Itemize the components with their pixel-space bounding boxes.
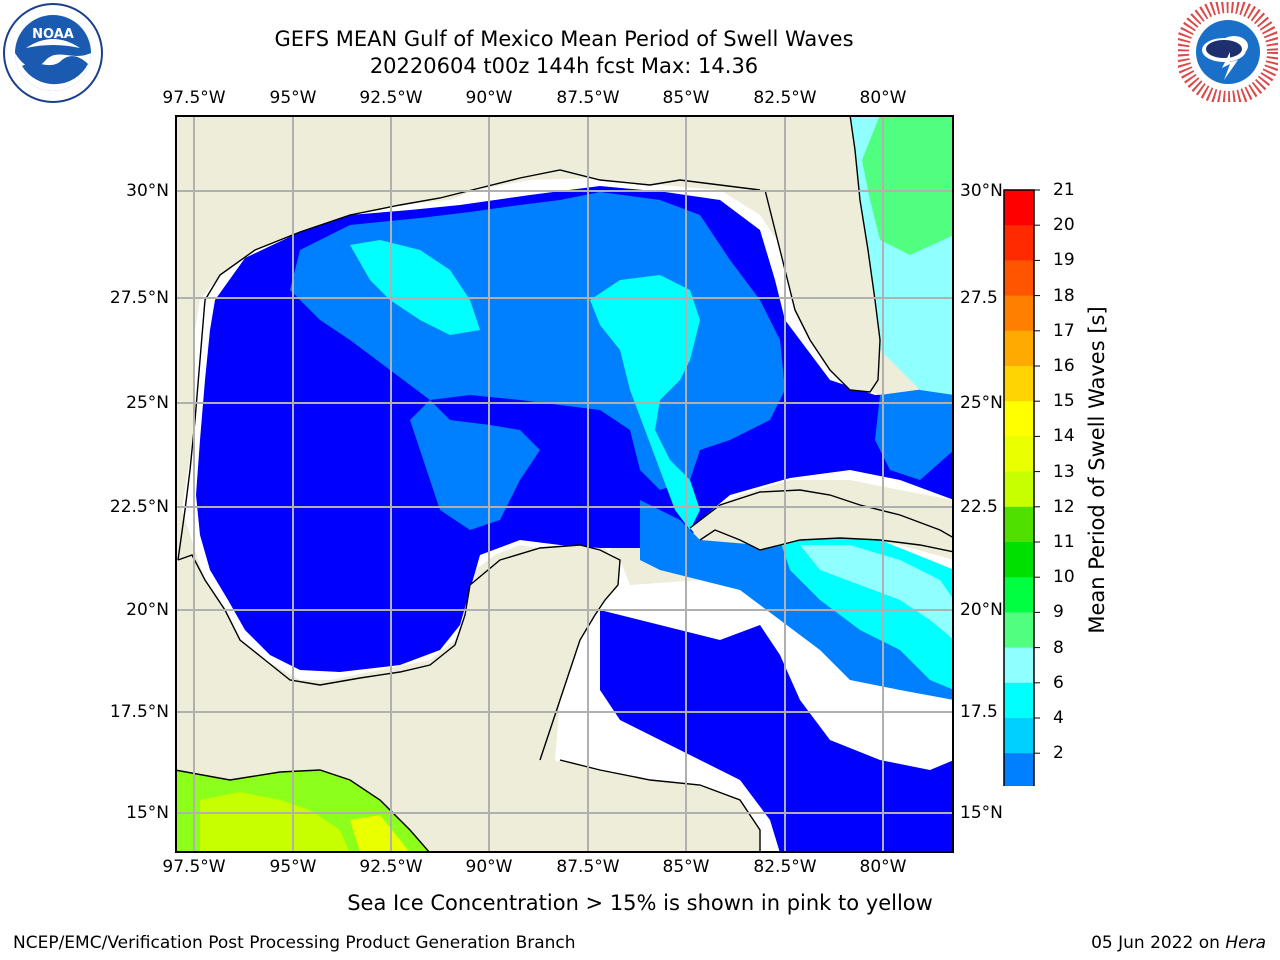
colorbar-tick-label: 18 (1053, 285, 1075, 306)
noaa-logo: NOAA (2, 2, 104, 104)
colorbar-segment (1004, 225, 1034, 261)
colorbar-tick-label: 19 (1053, 250, 1075, 271)
footer-timestamp: 05 Jun 2022 on Hera (1091, 933, 1266, 953)
lon-label-bottom: 90°W (465, 857, 513, 877)
lon-label-bottom: 82.5°W (753, 857, 817, 877)
footer-host: Hera (1225, 933, 1266, 953)
colorbar-tick-label: 17 (1053, 320, 1075, 341)
lat-label-left: 22.5°N (109, 497, 169, 517)
central-america-land (520, 760, 760, 853)
lat-label-right: 15°N (960, 803, 1003, 823)
colorbar-segment (1004, 542, 1034, 578)
coastlines (175, 115, 954, 853)
footer-branch: NCEP/EMC/Verification Post Processing Pr… (13, 933, 576, 953)
lon-label-top: 92.5°W (359, 88, 423, 108)
colorbar-segment (1004, 401, 1034, 437)
colorbar-segment (1004, 753, 1034, 786)
lat-label-right: 22.5 (960, 497, 998, 517)
lat-label-right: 20°N (960, 600, 1003, 620)
lat-label-left: 30°N (126, 181, 169, 201)
swell-4-6-south (640, 500, 954, 700)
lat-label-left: 27.5°N (109, 288, 169, 308)
colorbar-tick-label: 11 (1053, 532, 1075, 552)
sea-ice-note: Sea Ice Concentration > 15% is shown in … (347, 891, 933, 915)
lat-label-left: 17.5°N (109, 702, 169, 722)
map-frame (175, 115, 954, 853)
nws-logo (1175, 0, 1280, 105)
lon-label-bottom: 80°W (859, 857, 907, 877)
swell-8-9-carib (800, 545, 954, 640)
noaa-logo-text: NOAA (32, 27, 74, 42)
colorbar-segment (1004, 366, 1034, 402)
lon-label-top: 82.5°W (753, 88, 817, 108)
swell-4-6-east (875, 385, 954, 480)
lat-label-left: 20°N (126, 600, 169, 620)
lat-label-right: 25°N (960, 393, 1003, 413)
colorbar-segment (1004, 682, 1034, 719)
colorbar (1000, 186, 1040, 786)
swell-pacific-inner (200, 792, 350, 853)
colorbar-tick-label: 14 (1053, 426, 1075, 447)
colorbar-tick-label: 15 (1053, 391, 1075, 412)
lon-label-bottom: 97.5°W (162, 857, 226, 877)
lon-label-top: 85°W (662, 88, 710, 108)
swell-9-10 (862, 115, 954, 255)
swell-6-8-west (350, 240, 480, 335)
lat-label-right: 17.5 (960, 702, 998, 722)
yucatan-land (290, 545, 620, 853)
lon-label-bottom: 95°W (269, 857, 317, 877)
colorbar-segment (1004, 295, 1034, 332)
lon-label-top: 95°W (269, 88, 317, 108)
colorbar-tick-label: 10 (1053, 567, 1075, 588)
map-subtitle: 20220604 t00z 144h fcst Max: 14.36 (369, 54, 759, 78)
lat-label-left: 25°N (126, 393, 169, 413)
swell-2-4-caribbean (600, 610, 954, 853)
lon-label-bottom: 85°W (662, 857, 710, 877)
map-title: GEFS MEAN Gulf of Mexico Mean Period of … (274, 27, 854, 51)
colorbar-segment (1004, 330, 1034, 367)
gridlines (175, 115, 954, 853)
colorbar-tick-label: 8 (1053, 637, 1064, 658)
lon-label-top: 87.5°W (556, 88, 620, 108)
colorbar-tick-label: 13 (1053, 461, 1075, 482)
swell-pacific-yellow (350, 815, 410, 853)
colorbar-segment (1004, 506, 1034, 543)
colorbar-frame (1003, 189, 1035, 786)
cuba-land (690, 490, 954, 552)
colorbar-tick-label: 2 (1053, 743, 1064, 764)
colorbar-label: Mean Period of Swell Waves [s] (1085, 306, 1109, 634)
colorbar-tick-label: 9 (1053, 602, 1064, 623)
colorbar-segment (1004, 577, 1034, 613)
florida-land (760, 115, 880, 392)
colorbar-tick-label: 6 (1053, 672, 1064, 693)
lon-label-top: 97.5°W (162, 88, 226, 108)
lat-label-left: 15°N (126, 803, 169, 823)
colorbar-tick-label: 4 (1053, 708, 1064, 728)
lon-label-top: 90°W (465, 88, 513, 108)
gulf-map (175, 115, 954, 853)
colorbar-tick-label: 21 (1053, 180, 1075, 200)
colorbar-segment (1004, 260, 1034, 297)
lat-label-right: 30°N (960, 181, 1003, 201)
colorbar-segment (1004, 190, 1034, 226)
colorbar-tick-label: 20 (1053, 215, 1075, 236)
lat-label-right: 27.5 (960, 288, 998, 308)
colorbar-segment (1004, 647, 1034, 684)
colorbar-segment (1004, 718, 1034, 754)
colorbar-tick-label: 16 (1053, 356, 1075, 376)
lon-label-bottom: 87.5°W (556, 857, 620, 877)
lon-label-top: 80°W (859, 88, 907, 108)
colorbar-tick-label: 12 (1053, 496, 1075, 517)
colorbar-segment (1004, 612, 1034, 649)
lon-label-bottom: 92.5°W (359, 857, 423, 877)
colorbar-segment (1004, 471, 1034, 508)
colorbar-segment (1004, 436, 1034, 473)
footer-date: 05 Jun 2022 on (1091, 933, 1226, 953)
